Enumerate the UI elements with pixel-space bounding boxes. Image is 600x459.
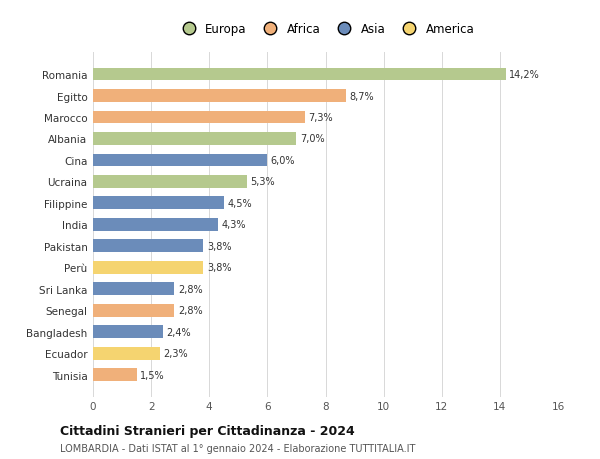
Bar [93,369,137,381]
Text: LOMBARDIA - Dati ISTAT al 1° gennaio 2024 - Elaborazione TUTTITALIA.IT: LOMBARDIA - Dati ISTAT al 1° gennaio 202… [60,443,415,453]
Legend: Europa, Africa, Asia, America: Europa, Africa, Asia, America [175,21,476,39]
Text: Cittadini Stranieri per Cittadinanza - 2024: Cittadini Stranieri per Cittadinanza - 2… [60,424,355,437]
Bar [93,68,506,81]
Text: 7,3%: 7,3% [308,113,333,123]
Bar [93,283,175,296]
Bar [93,176,247,189]
Text: 4,3%: 4,3% [221,220,246,230]
Bar [93,154,268,167]
Text: 5,3%: 5,3% [251,177,275,187]
Bar [93,90,346,103]
Text: 2,8%: 2,8% [178,284,202,294]
Text: 3,8%: 3,8% [207,241,232,252]
Text: 8,7%: 8,7% [349,91,374,101]
Bar [93,347,160,360]
Text: 4,5%: 4,5% [227,198,252,208]
Bar [93,304,175,317]
Text: 1,5%: 1,5% [140,370,165,380]
Text: 2,3%: 2,3% [163,348,188,358]
Bar [93,325,163,339]
Bar [93,111,305,124]
Text: 7,0%: 7,0% [300,134,325,144]
Text: 2,4%: 2,4% [166,327,191,337]
Text: 14,2%: 14,2% [509,70,540,80]
Bar [93,197,224,210]
Bar [93,133,296,146]
Bar [93,261,203,274]
Text: 6,0%: 6,0% [271,156,295,166]
Text: 3,8%: 3,8% [207,263,232,273]
Text: 2,8%: 2,8% [178,306,202,316]
Bar [93,240,203,253]
Bar [93,218,218,231]
